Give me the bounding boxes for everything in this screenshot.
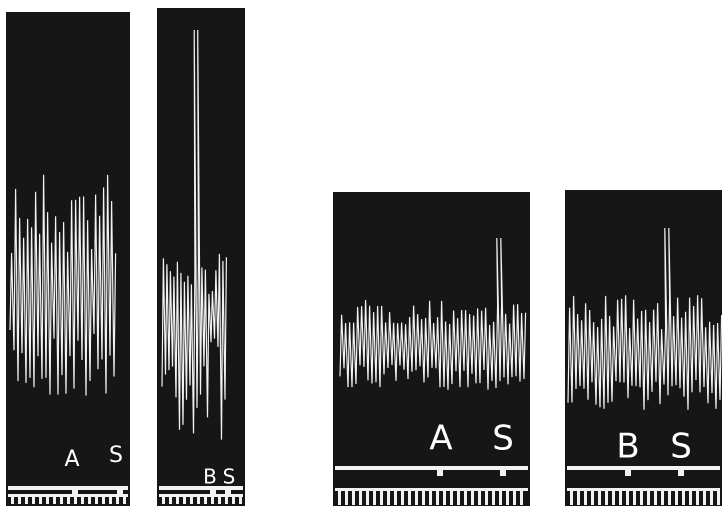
- time-tick: [204, 496, 207, 504]
- time-tick: [169, 496, 172, 504]
- time-tick: [485, 490, 488, 505]
- time-tick: [116, 496, 119, 504]
- time-tick: [39, 496, 42, 504]
- time-tick: [570, 490, 573, 505]
- time-tick: [394, 490, 397, 505]
- time-tick: [408, 490, 411, 505]
- time-tick: [696, 490, 699, 505]
- time-tick: [450, 490, 453, 505]
- signal-strip: [335, 466, 528, 470]
- time-tick: [675, 490, 678, 505]
- time-tick: [668, 490, 671, 505]
- time-tick: [682, 490, 685, 505]
- marker-label: B: [203, 465, 217, 489]
- time-tick: [584, 490, 587, 505]
- time-tick: [46, 496, 49, 504]
- time-tick: [67, 496, 70, 504]
- marker-label: S: [223, 465, 236, 489]
- time-tick: [352, 490, 355, 505]
- time-tick: [443, 490, 446, 505]
- time-tick: [492, 490, 495, 505]
- time-tick: [232, 496, 235, 504]
- time-tick: [18, 496, 21, 504]
- time-tick: [60, 496, 63, 504]
- time-tick: [647, 490, 650, 505]
- time-tick: [464, 490, 467, 505]
- time-tick: [506, 490, 509, 505]
- time-tick: [661, 490, 664, 505]
- signal-notch: [500, 468, 506, 476]
- time-tick: [11, 496, 14, 504]
- time-tick: [703, 490, 706, 505]
- time-tick: [689, 490, 692, 505]
- recording-background: [157, 8, 245, 506]
- marker-label: S: [492, 419, 514, 459]
- panel: BS: [157, 8, 245, 506]
- time-tick: [577, 490, 580, 505]
- time-tick: [197, 496, 200, 504]
- marker-label: B: [616, 427, 639, 467]
- time-tick: [373, 490, 376, 505]
- time-tick: [717, 490, 720, 505]
- time-tick: [190, 496, 193, 504]
- time-tick: [612, 490, 615, 505]
- time-tick: [25, 496, 28, 504]
- time-tick: [626, 490, 629, 505]
- time-tick: [95, 496, 98, 504]
- time-tick: [471, 490, 474, 505]
- time-tick: [619, 490, 622, 505]
- marker-label: S: [670, 427, 692, 467]
- time-tick: [345, 490, 348, 505]
- time-tick: [359, 490, 362, 505]
- time-tick: [591, 490, 594, 505]
- signal-strip: [567, 466, 720, 470]
- time-tick: [387, 490, 390, 505]
- time-tick: [211, 496, 214, 504]
- time-tick: [640, 490, 643, 505]
- time-tick: [436, 490, 439, 505]
- time-tick: [102, 496, 105, 504]
- time-tick: [513, 490, 516, 505]
- time-tick: [123, 496, 126, 504]
- time-tick: [605, 490, 608, 505]
- time-tick: [183, 496, 186, 504]
- time-tick: [53, 496, 56, 504]
- time-tick: [109, 496, 112, 504]
- time-tick: [633, 490, 636, 505]
- time-tick: [415, 490, 418, 505]
- signal-notch: [625, 468, 631, 476]
- time-tick: [81, 496, 84, 504]
- time-tick: [176, 496, 179, 504]
- time-tick: [88, 496, 91, 504]
- marker-label: S: [109, 443, 123, 468]
- time-tick: [499, 490, 502, 505]
- time-tick: [366, 490, 369, 505]
- time-tick: [710, 490, 713, 505]
- time-tick: [457, 490, 460, 505]
- time-tick: [429, 490, 432, 505]
- signal-notch: [437, 468, 443, 476]
- time-tick: [422, 490, 425, 505]
- time-tick: [74, 496, 77, 504]
- time-tick: [338, 490, 341, 505]
- time-tick: [32, 496, 35, 504]
- signal-strip: [8, 486, 128, 490]
- marker-label: A: [64, 447, 79, 472]
- time-tick: [654, 490, 657, 505]
- time-tick: [380, 490, 383, 505]
- time-tick: [218, 496, 221, 504]
- signal-notch: [678, 468, 684, 476]
- time-tick: [598, 490, 601, 505]
- time-tick: [239, 496, 242, 504]
- time-tick: [401, 490, 404, 505]
- time-tick: [520, 490, 523, 505]
- time-tick: [478, 490, 481, 505]
- figure: ASBSASBS: [0, 0, 722, 518]
- time-tick: [225, 496, 228, 504]
- time-tick: [162, 496, 165, 504]
- marker-label: A: [429, 419, 452, 459]
